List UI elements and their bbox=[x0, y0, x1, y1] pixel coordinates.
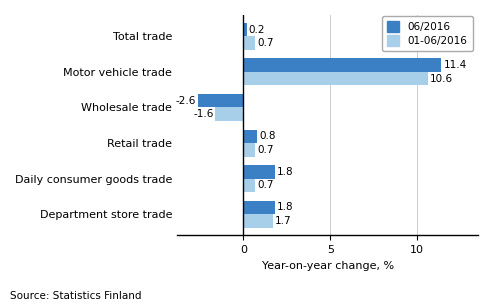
Bar bbox=[244, 178, 255, 192]
Bar bbox=[244, 130, 257, 143]
Bar bbox=[244, 201, 275, 214]
X-axis label: Year-on-year change, %: Year-on-year change, % bbox=[262, 261, 394, 271]
Bar bbox=[244, 58, 442, 72]
Text: 0.7: 0.7 bbox=[257, 145, 274, 155]
Text: 1.8: 1.8 bbox=[277, 167, 293, 177]
Bar bbox=[244, 23, 247, 36]
Text: 1.8: 1.8 bbox=[277, 202, 293, 212]
Text: -2.6: -2.6 bbox=[176, 96, 196, 106]
Bar bbox=[215, 107, 244, 121]
Legend: 06/2016, 01-06/2016: 06/2016, 01-06/2016 bbox=[382, 16, 473, 51]
Text: 11.4: 11.4 bbox=[444, 60, 467, 70]
Text: 0.7: 0.7 bbox=[257, 38, 274, 48]
Bar bbox=[244, 214, 273, 228]
Text: Source: Statistics Finland: Source: Statistics Finland bbox=[10, 291, 141, 301]
Bar bbox=[244, 143, 255, 157]
Bar bbox=[198, 94, 244, 107]
Text: 0.2: 0.2 bbox=[249, 25, 265, 35]
Text: 0.7: 0.7 bbox=[257, 180, 274, 190]
Text: 10.6: 10.6 bbox=[430, 74, 453, 84]
Bar bbox=[244, 72, 427, 85]
Text: 0.8: 0.8 bbox=[259, 131, 276, 141]
Bar bbox=[244, 165, 275, 178]
Text: 1.7: 1.7 bbox=[275, 216, 291, 226]
Bar bbox=[244, 36, 255, 50]
Text: -1.6: -1.6 bbox=[193, 109, 213, 119]
